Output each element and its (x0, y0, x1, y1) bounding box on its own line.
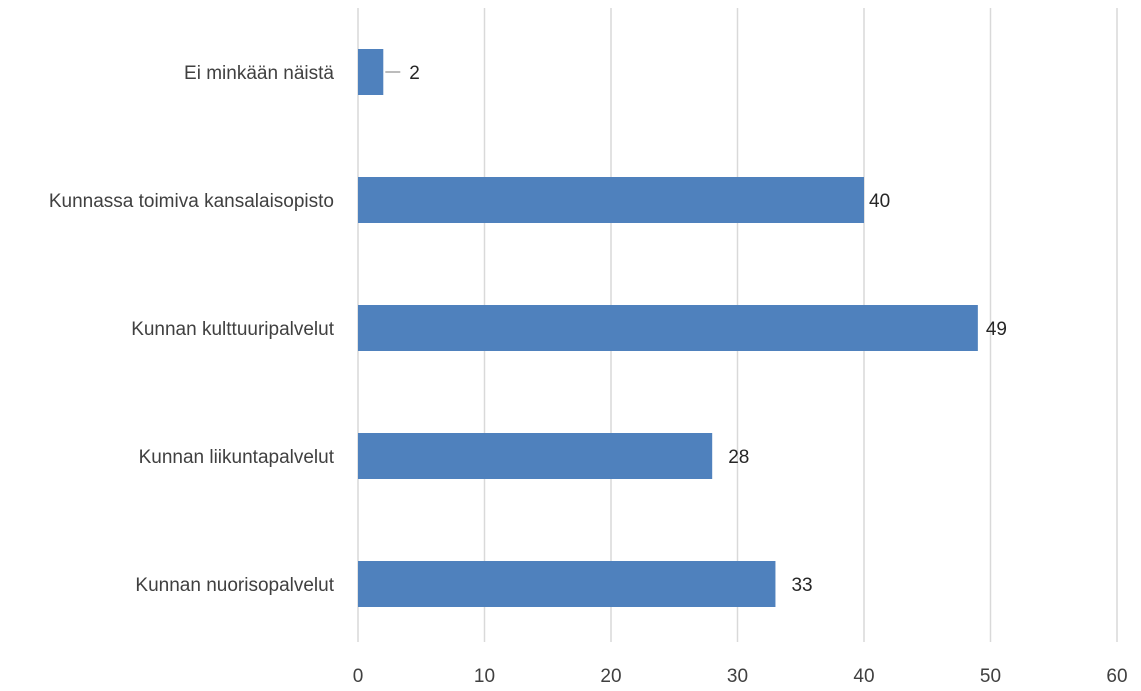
category-label: Kunnan kulttuuripalvelut (131, 319, 335, 340)
bar (358, 49, 384, 95)
x-tick-label: 40 (853, 666, 874, 687)
x-tick-label: 20 (600, 666, 621, 687)
category-label: Kunnassa toimiva kansalaisopisto (49, 191, 334, 212)
data-label: 49 (986, 319, 1007, 340)
x-tick-label: 50 (980, 666, 1001, 687)
data-label: 33 (791, 575, 812, 596)
bar (358, 305, 978, 351)
category-label: Kunnan liikuntapalvelut (139, 447, 335, 468)
data-label: 40 (869, 191, 890, 212)
bars (358, 49, 978, 607)
data-labels: 2 40 49 28 33 (385, 63, 1007, 596)
data-label: 28 (728, 447, 749, 468)
x-tick-label: 60 (1106, 666, 1127, 687)
bar (358, 177, 864, 223)
data-label: 2 (409, 63, 420, 84)
x-tick-label: 0 (353, 666, 364, 687)
category-label: Kunnan nuorisopalvelut (135, 575, 334, 596)
bar (358, 433, 713, 479)
x-tick-label: 30 (727, 666, 748, 687)
bar (358, 561, 776, 607)
category-label: Ei minkään näistä (184, 63, 334, 84)
category-labels: Ei minkään näistä Kunnassa toimiva kansal… (49, 63, 335, 596)
x-tick-label: 10 (474, 666, 495, 687)
x-axis-tick-labels: 0 10 20 30 40 50 60 (353, 666, 1128, 687)
